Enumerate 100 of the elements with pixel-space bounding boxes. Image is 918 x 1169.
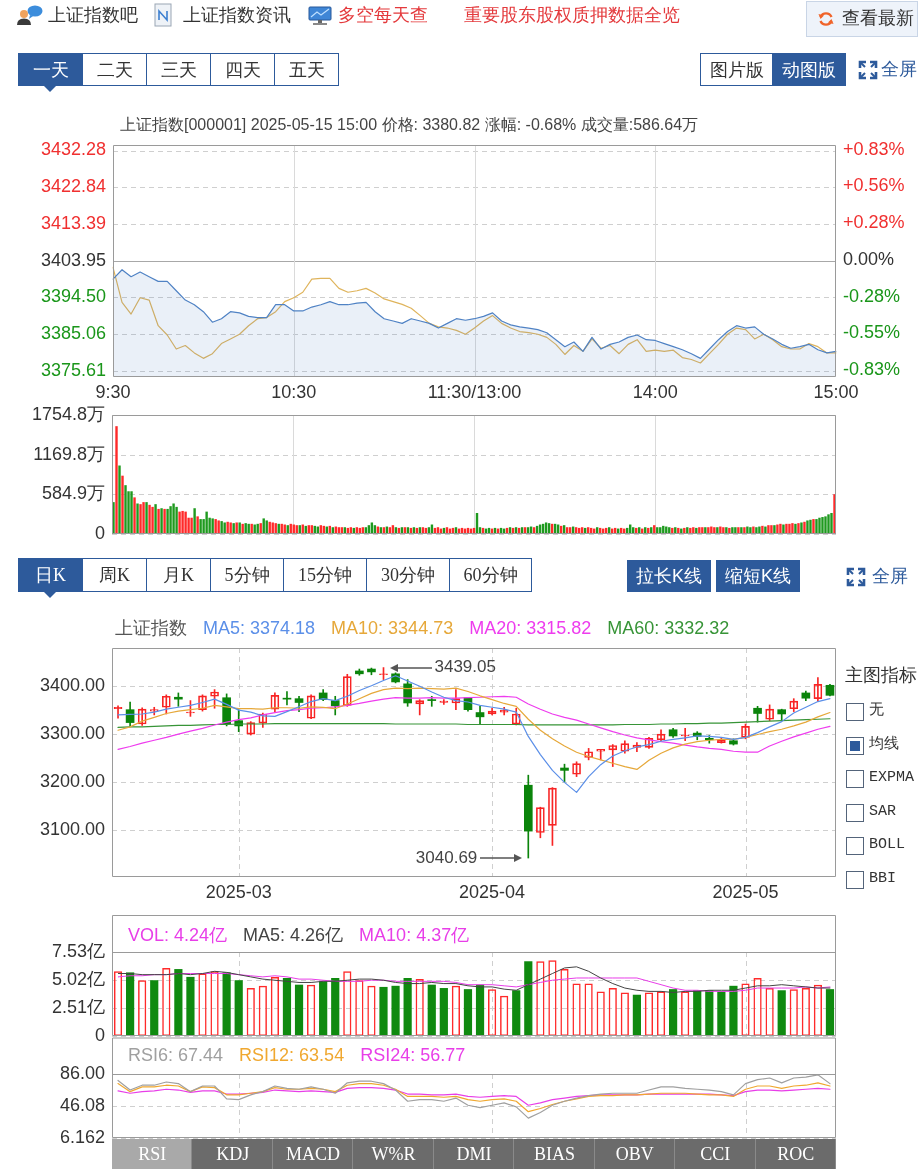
y-tick-label: 3300.00: [39, 723, 105, 744]
bar: [788, 523, 791, 534]
bar: [282, 977, 292, 1036]
text: 60分钟: [463, 564, 518, 587]
bar: [705, 990, 714, 1036]
bar: [175, 506, 178, 534]
chart-title: VOL: 4.24亿: [128, 924, 228, 946]
y2-tick-label: +0.28%: [843, 212, 905, 233]
bar: [234, 980, 243, 1036]
text: 全屏: [872, 565, 908, 587]
bar: [379, 986, 388, 1036]
text: MACD: [286, 1143, 341, 1165]
text: 均线: [869, 735, 899, 754]
text: 缩短K线: [724, 565, 791, 588]
bar: [172, 503, 175, 534]
bar: [133, 497, 136, 534]
y-tick-label: 86.00: [59, 1062, 105, 1083]
y-tick-label: 3432.28: [40, 139, 106, 160]
bar: [818, 517, 821, 534]
bar: [830, 512, 833, 534]
bar: [512, 990, 521, 1036]
y-tick-label: 1754.8万: [31, 403, 105, 424]
text: EXPMA: [869, 768, 915, 787]
x-tick-label: 10:30: [271, 381, 317, 402]
bar: [169, 506, 172, 534]
text: W%R: [371, 1143, 416, 1165]
y2-tick-label: +0.83%: [843, 139, 905, 160]
text: 重要股东股权质押数据全览: [464, 4, 680, 26]
chart-title: 上证指数[000001] 2025-05-15 15:00 价格: 3380.82 涨幅: -0.68% 成交量:586.64万: [120, 115, 699, 135]
y-tick-label: 6.162: [59, 1126, 105, 1147]
y-tick-label: 0: [94, 522, 105, 543]
text: 多空每天查: [338, 4, 428, 26]
text: 月K: [163, 564, 194, 587]
x-tick-label: 14:00: [632, 381, 678, 402]
text: MA10: 4.37亿: [359, 924, 470, 946]
text: OBV: [615, 1143, 654, 1165]
text: 图片版: [709, 58, 764, 82]
x-tick-label: 15:00: [813, 381, 859, 402]
y-tick-label: 2.51亿: [51, 996, 105, 1017]
text: ROC: [777, 1143, 815, 1165]
bar: [178, 511, 181, 534]
bar: [294, 984, 304, 1036]
y-tick-label: 1169.8万: [33, 443, 105, 464]
bar: [717, 991, 726, 1036]
text: 三天: [160, 58, 197, 82]
text: 上证指数资讯: [183, 4, 291, 26]
text: 周K: [99, 564, 130, 587]
bar: [693, 990, 702, 1036]
y-tick-label: 0: [94, 1024, 105, 1045]
text: SAR: [869, 802, 897, 821]
bar: [391, 985, 400, 1036]
bar: [403, 977, 412, 1036]
chart-title: 上证指数: [115, 617, 187, 639]
bar: [427, 984, 436, 1036]
y2-tick-label: +0.56%: [843, 175, 905, 196]
y-tick-label: 3400.00: [39, 675, 105, 696]
y-tick-label: 3200.00: [39, 770, 105, 791]
y-tick-label: 3100.00: [39, 818, 105, 839]
series-label: MA5: 4.26亿: [243, 924, 344, 946]
bar: [186, 976, 195, 1036]
bar: [190, 517, 193, 534]
text: MA5: 3374.18: [203, 617, 316, 639]
bar: [824, 516, 827, 534]
text: DMI: [456, 1143, 492, 1165]
bar: [121, 475, 124, 534]
text: 二天: [96, 58, 133, 82]
bar: [205, 511, 208, 534]
text: 上证指数吧: [48, 4, 138, 26]
bar: [524, 961, 533, 1036]
y-tick-label: 3422.84: [40, 176, 106, 197]
text: 拉长K线: [635, 565, 702, 588]
bar: [181, 510, 184, 534]
text: 查看最新: [842, 7, 914, 29]
bar: [193, 508, 196, 534]
text: 日K: [35, 564, 66, 587]
y-tick-label: 3403.95: [40, 249, 106, 270]
annotation: 3439.05: [434, 657, 496, 677]
bar: [777, 990, 786, 1036]
text: CCI: [700, 1143, 731, 1165]
text: KDJ: [216, 1143, 250, 1165]
text: BBI: [869, 869, 897, 888]
bar: [439, 988, 448, 1036]
bar: [632, 994, 641, 1036]
text: BIAS: [533, 1143, 575, 1165]
y-tick-label: 3375.61: [40, 359, 106, 380]
series-label: RSI6: 67.44: [128, 1044, 224, 1066]
text: BOLL: [869, 835, 906, 854]
y-tick-label: 46.08: [59, 1094, 105, 1115]
bar: [118, 465, 121, 534]
bar: [126, 972, 135, 1036]
text: 五天: [288, 58, 325, 82]
bar: [184, 511, 187, 534]
x-tick-label: 2025-04: [459, 881, 526, 902]
annotation: 3040.69: [415, 847, 478, 867]
y-tick-label: 3413.39: [40, 212, 106, 233]
series-label: RSI24: 56.77: [360, 1044, 466, 1066]
bar: [124, 485, 127, 534]
y-tick-label: 7.53亿: [51, 940, 105, 961]
series-label: RSI12: 63.54: [239, 1044, 345, 1066]
text: 30分钟: [381, 564, 435, 587]
